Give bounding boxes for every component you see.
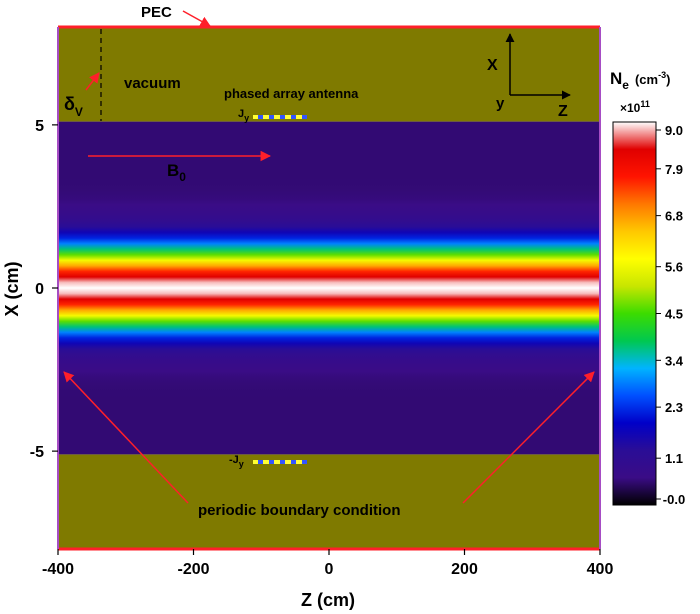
annotations: PEC δV vacuum phased array antenna Jy -J…	[63, 4, 595, 519]
colorbar-tick-label: -0.0	[663, 492, 685, 507]
antenna-label: phased array antenna	[224, 86, 359, 101]
delta-v-arrow	[85, 72, 100, 91]
pec-label: PEC	[141, 4, 172, 21]
colorbar-units-sup: -3	[658, 70, 666, 80]
b0-text: B	[167, 161, 179, 180]
colorbar-tick-label: 1.1	[665, 451, 683, 466]
colorbar-tick-label: 3.4	[665, 353, 684, 368]
jy-bottom-label: -Jy	[229, 454, 244, 469]
jy-top-sub: y	[244, 113, 249, 123]
b0-label: B0	[167, 161, 186, 184]
delta-subscript: V	[75, 105, 83, 119]
boundary-arrow-right	[462, 371, 595, 504]
x-tick-label: -400	[42, 561, 74, 578]
y-tick-label: 5	[35, 118, 44, 135]
x-tick-label: 200	[451, 561, 478, 578]
jy-top-text: J	[238, 108, 244, 120]
x-axis-ticks: -400 -200 0 200 400	[42, 549, 613, 578]
y-tick-label: 0	[35, 281, 44, 298]
coord-x-label: X	[487, 57, 498, 74]
vacuum-region-bottom	[58, 454, 600, 549]
colorbar-tick-label: 5.6	[665, 260, 683, 275]
y-axis-label: X (cm)	[2, 261, 22, 316]
colorbar-title: Ne (cm-3)	[610, 69, 670, 92]
colorbar-scale-prefix: ×10	[620, 101, 641, 115]
x-tick-label: 0	[325, 561, 334, 578]
boundary-label: periodic boundary condition	[198, 502, 401, 519]
colorbar-scale: ×1011	[620, 99, 650, 115]
pec-arrow	[182, 10, 211, 27]
x-axis-label: Z (cm)	[301, 590, 355, 610]
x-tick-label: -200	[177, 561, 209, 578]
delta-symbol: δ	[64, 94, 75, 114]
colorbar-tick-label: 4.5	[665, 307, 683, 322]
jy-top-label: Jy	[238, 108, 249, 123]
colorbar-tick-label: 2.3	[665, 400, 683, 415]
plasma-density-field	[58, 121, 600, 455]
colorbar-units-prefix: (cm	[635, 72, 658, 87]
colorbar-gradient	[612, 121, 657, 506]
colorbar-tick-label: 9.0	[665, 123, 683, 138]
jy-bottom-text: -J	[229, 454, 239, 466]
colorbar-title-main: N	[610, 69, 622, 88]
jy-bottom-sub: y	[239, 459, 244, 469]
y-axis-ticks: 5 0 -5	[30, 118, 58, 461]
heatmap-plot-area	[57, 25, 601, 551]
colorbar-units-suffix: )	[666, 72, 670, 87]
x-tick-label: 400	[587, 561, 614, 578]
colorbar: Ne (cm-3) ×1011 9.0 7.9 6.8 5.6 4.5 3.4 2.3 1.1 -…	[610, 69, 685, 507]
colorbar-tick-label: 6.8	[665, 209, 683, 224]
y-tick-label: -5	[30, 444, 44, 461]
vacuum-label: vacuum	[124, 75, 181, 92]
colorbar-ticks: 9.0 7.9 6.8 5.6 4.5 3.4 2.3 1.1 -0.0	[656, 123, 685, 507]
delta-v-label: δV	[64, 94, 83, 119]
b0-sub: 0	[179, 170, 186, 184]
colorbar-title-sub: e	[622, 78, 629, 92]
coord-z-label: Z	[558, 103, 568, 120]
boundary-arrow-left	[63, 371, 189, 504]
coord-y-label: y	[496, 95, 505, 112]
colorbar-scale-sup: 11	[640, 99, 650, 109]
colorbar-tick-label: 7.9	[665, 162, 683, 177]
